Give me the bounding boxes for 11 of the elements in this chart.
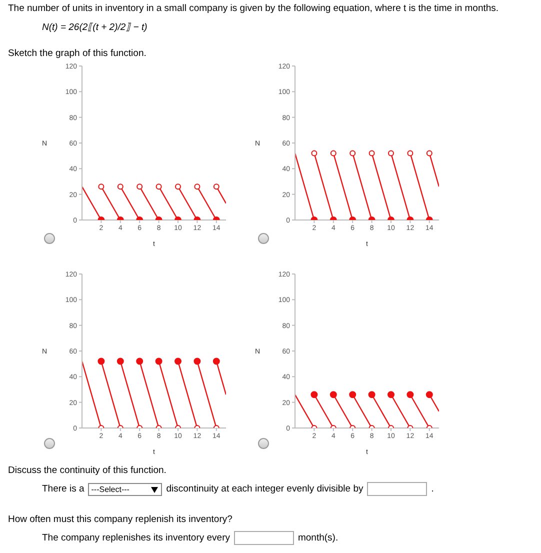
- text: N(t) = 26(2⟦(t + 2)/2⟧ − t): [42, 21, 148, 33]
- text: discontinuity at each integer evenly divisible by: [166, 484, 364, 495]
- dropdown: ---Select---: [88, 482, 162, 496]
- text: There is a: [42, 484, 84, 495]
- text: The company replenishes its inventory every: [42, 532, 230, 544]
- text: The number of units in inventory in a small company is given by the following equation, where t is the time in months.: [8, 3, 499, 14]
- text: Sketch the graph of this function.: [8, 48, 146, 59]
- text: How often must this company replenish its inventory?: [8, 514, 232, 525]
- text: Discuss the continuity of this function.: [8, 465, 166, 476]
- text: .: [431, 484, 434, 495]
- text: month(s).: [298, 532, 338, 544]
